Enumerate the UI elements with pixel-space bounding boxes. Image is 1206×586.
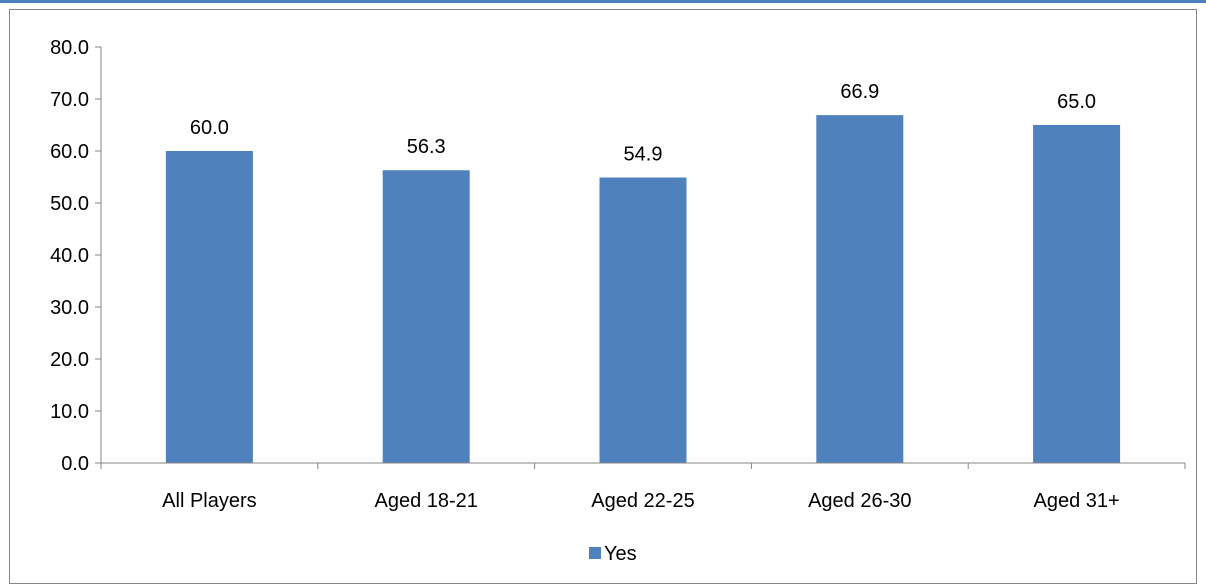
x-axis: All Players Aged 18-21 Aged 22-25 Aged 26-3… — [100, 462, 1186, 512]
y-axis: 0.0 10.0 20.0 30.0 40.0 50.0 60.0 70.0 80.0 — [50, 37, 102, 475]
legend: Yes — [589, 543, 637, 565]
y-tick-label: 10.0 — [50, 401, 89, 423]
category-label: Aged 18-21 — [374, 490, 477, 512]
bar — [382, 170, 470, 464]
bar — [165, 151, 253, 463]
y-tick-label: 80.0 — [50, 37, 89, 59]
category-label: Aged 26-30 — [808, 490, 911, 512]
data-label: 54.9 — [624, 144, 663, 166]
data-labels-group: 60.0 56.3 54.9 66.9 65.0 — [190, 81, 1096, 165]
data-label: 60.0 — [190, 117, 229, 139]
chart-frame — [9, 9, 1197, 584]
bar — [599, 177, 687, 463]
y-tick-label: 50.0 — [50, 193, 89, 215]
bar — [1033, 125, 1121, 463]
data-label: 66.9 — [840, 81, 879, 103]
legend-swatch — [589, 547, 601, 559]
y-tick-label: 0.0 — [61, 453, 89, 475]
data-label: 56.3 — [407, 136, 446, 158]
bar — [816, 115, 904, 464]
category-label: All Players — [162, 490, 256, 512]
category-label: Aged 31+ — [1033, 490, 1119, 512]
y-tick-label: 20.0 — [50, 349, 89, 371]
y-tick-label: 70.0 — [50, 89, 89, 111]
data-label: 65.0 — [1057, 91, 1096, 113]
top-rule — [0, 0, 1206, 3]
legend-label: Yes — [604, 543, 637, 565]
y-tick-label: 30.0 — [50, 297, 89, 319]
bars-group — [165, 115, 1121, 464]
y-tick-label: 60.0 — [50, 141, 89, 163]
y-tick-label: 40.0 — [50, 245, 89, 267]
category-label: Aged 22-25 — [591, 490, 694, 512]
